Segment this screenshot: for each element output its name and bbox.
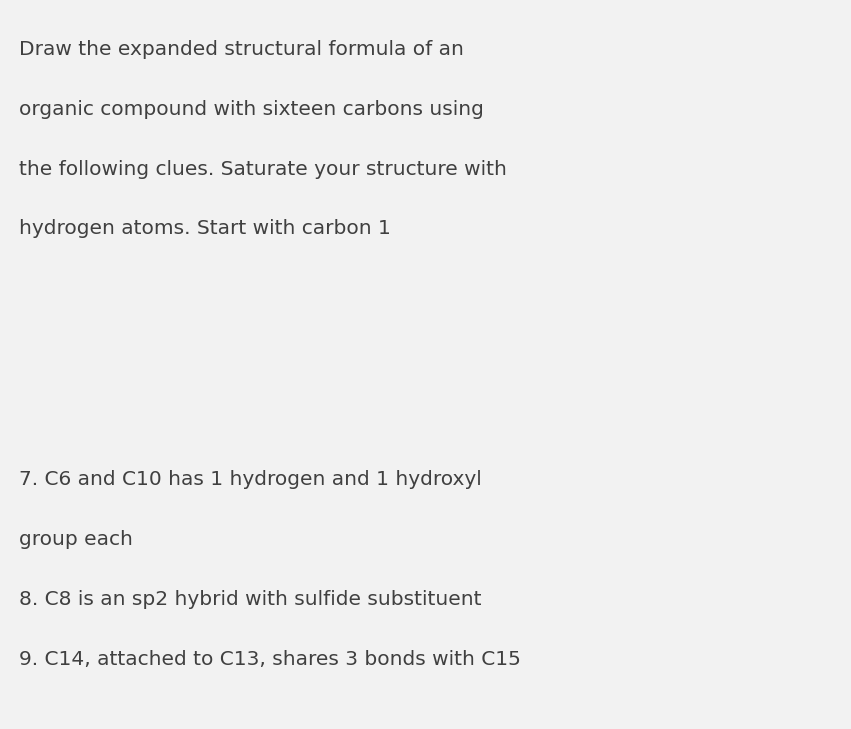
Text: hydrogen atoms. Start with carbon 1: hydrogen atoms. Start with carbon 1 xyxy=(19,219,391,238)
Text: the following clues. Saturate your structure with: the following clues. Saturate your struc… xyxy=(19,160,506,179)
Text: Draw the expanded structural formula of an: Draw the expanded structural formula of … xyxy=(19,40,464,59)
Text: group each: group each xyxy=(19,530,133,549)
Text: 8. C8 is an sp2 hybrid with sulfide substituent: 8. C8 is an sp2 hybrid with sulfide subs… xyxy=(19,590,481,609)
Text: organic compound with sixteen carbons using: organic compound with sixteen carbons us… xyxy=(19,100,483,119)
Text: 9. C14, attached to C13, shares 3 bonds with C15: 9. C14, attached to C13, shares 3 bonds … xyxy=(19,650,521,668)
Text: 7. C6 and C10 has 1 hydrogen and 1 hydroxyl: 7. C6 and C10 has 1 hydrogen and 1 hydro… xyxy=(19,470,482,489)
